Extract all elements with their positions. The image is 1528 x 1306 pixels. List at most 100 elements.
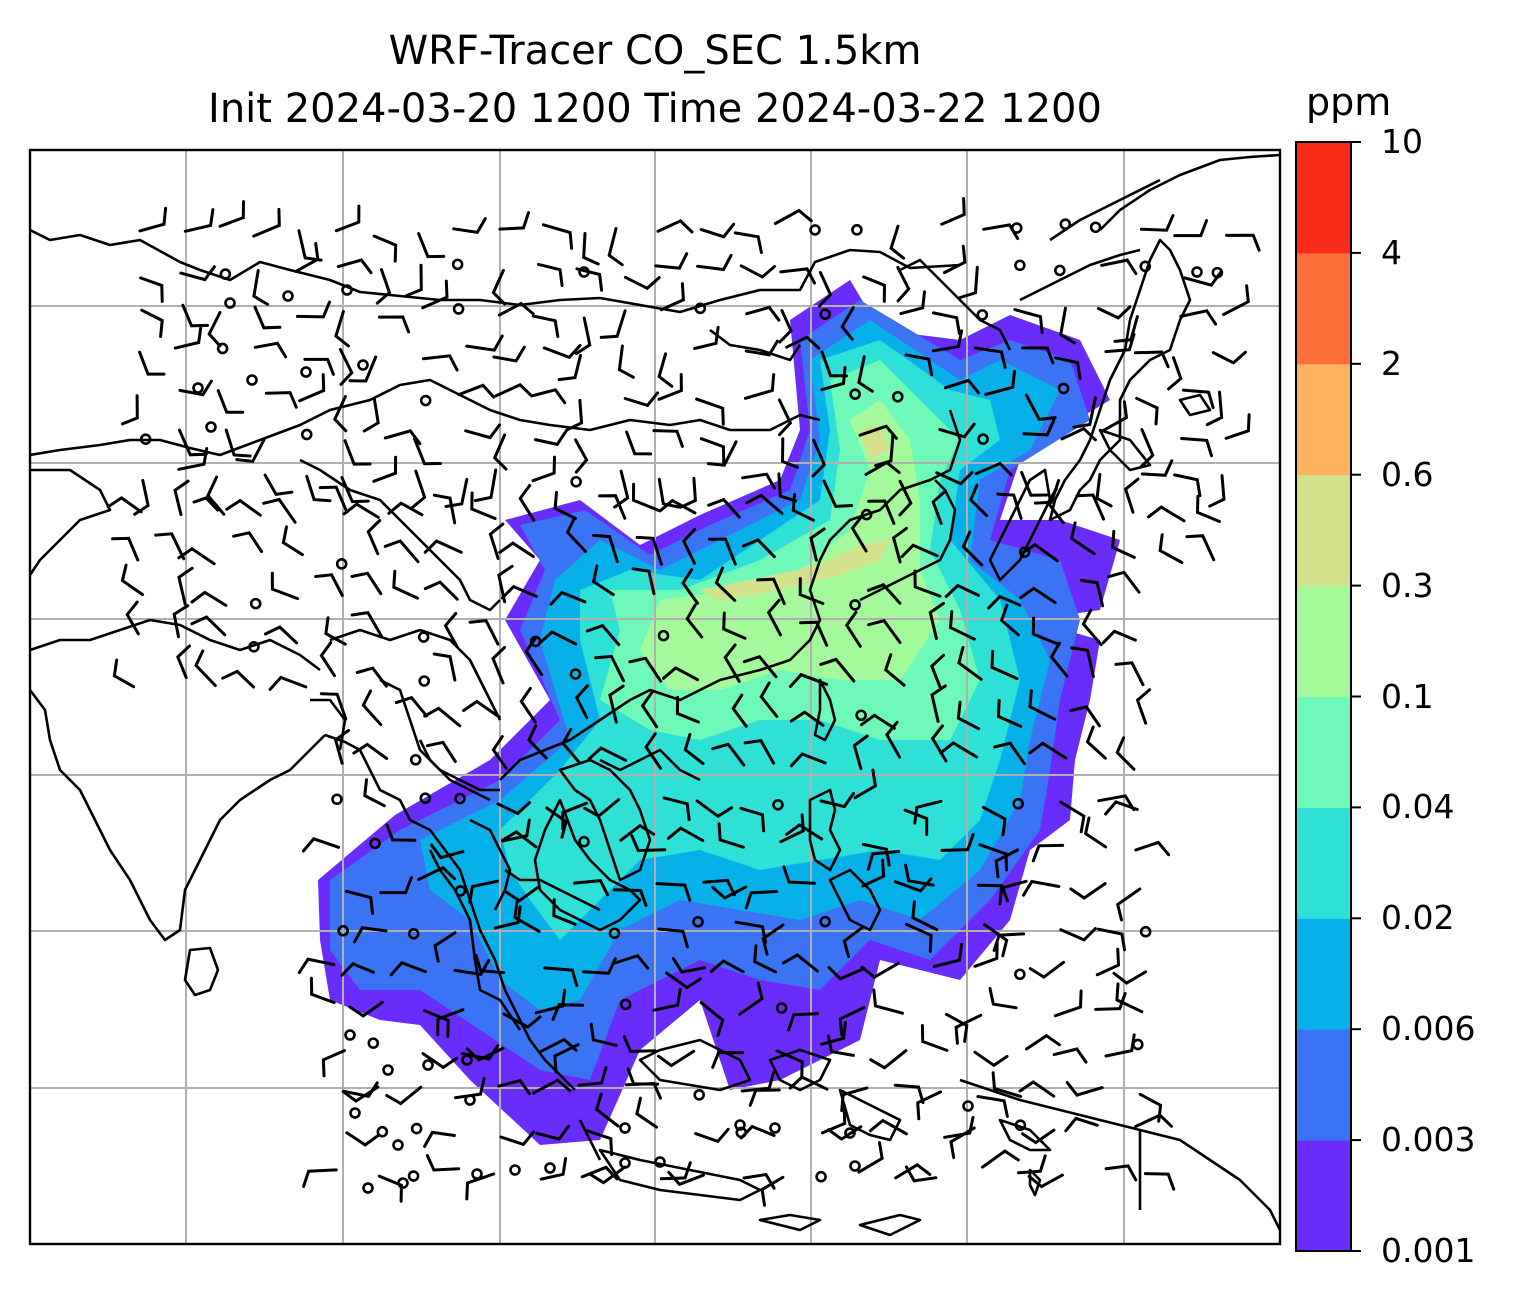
wind-barb [659, 1161, 692, 1181]
wind-barb [225, 498, 262, 517]
wind-barb [685, 603, 704, 639]
wind-barb [943, 378, 980, 395]
calm-wind-circle [608, 927, 621, 940]
wind-barb [468, 619, 500, 646]
wind-barb [913, 799, 943, 825]
wind-barb [942, 244, 967, 275]
wind-barb [931, 311, 961, 335]
wind-barb [532, 1078, 572, 1095]
wind-barb [1065, 1081, 1104, 1097]
wind-barb [874, 433, 895, 467]
wind-barb [840, 1086, 869, 1113]
wind-barb [1183, 270, 1223, 287]
wind-barb [1123, 477, 1140, 514]
wind-barb [667, 1170, 705, 1187]
calm-wind-circle [734, 1119, 746, 1131]
wind-barb [535, 1124, 570, 1141]
wind-barb [693, 325, 720, 350]
wind-barb [1096, 305, 1132, 320]
wind-barb [582, 232, 600, 266]
calm-wind-circle [205, 421, 217, 433]
wind-barb [973, 346, 1007, 369]
colorbar-segment [1296, 474, 1351, 587]
colorbar-segment [1296, 363, 1351, 476]
calm-wind-circle [392, 1139, 404, 1151]
wind-barb [607, 227, 624, 267]
wind-barb [498, 541, 535, 558]
wind-barb [457, 383, 496, 399]
wind-barb [709, 959, 745, 974]
calm-wind-circle [860, 508, 873, 521]
calm-wind-circle [735, 1126, 748, 1139]
wind-barb [694, 1127, 730, 1144]
wind-barb [644, 732, 662, 770]
wind-barb [572, 879, 610, 897]
wind-barb [1133, 350, 1170, 369]
wind-barb [594, 1092, 620, 1128]
colorbar-unit-label: ppm [1306, 80, 1392, 124]
wind-barb [425, 740, 457, 763]
wind-barb [903, 808, 929, 836]
wind-barb [862, 275, 887, 303]
wind-barb [235, 437, 266, 464]
wind-barb [612, 888, 648, 907]
wind-barb [859, 713, 896, 730]
calm-wind-circle [417, 631, 430, 643]
wind-barb [893, 1083, 925, 1104]
wind-barb [405, 263, 423, 298]
wind-barb [179, 265, 216, 282]
wind-barb [1013, 308, 1044, 335]
wind-barb [631, 482, 660, 512]
wind-barb [1095, 947, 1121, 977]
wind-barb [557, 354, 582, 382]
wind-barb [1020, 470, 1049, 497]
calm-wind-circle [422, 1059, 434, 1071]
calm-wind-circle [454, 792, 466, 805]
wind-barb [789, 752, 827, 768]
wind-barb [425, 1154, 461, 1172]
colorbar-segment [1296, 585, 1351, 697]
wind-barb [1134, 840, 1171, 857]
wind-barb [1020, 542, 1059, 563]
calm-wind-circle [1139, 925, 1152, 938]
wind-barb [827, 966, 866, 981]
wind-barb [987, 594, 1022, 610]
wind-barb [675, 696, 700, 724]
wind-barb [574, 316, 592, 356]
wind-barb [1016, 1154, 1047, 1175]
wind-barb [1069, 521, 1096, 556]
wind-barb [1028, 960, 1065, 979]
calm-wind-circle [819, 308, 831, 320]
wind-barb [1022, 418, 1056, 437]
wind-barb [561, 801, 589, 831]
wind-barbs [106, 197, 1261, 1207]
wind-barb [787, 1012, 819, 1032]
wind-barb [867, 618, 902, 644]
wind-barb [494, 383, 534, 398]
wind-barb [527, 724, 548, 760]
wind-barb [488, 522, 505, 560]
wind-barb [738, 981, 764, 1016]
wind-barb [717, 822, 745, 849]
wind-barb [739, 264, 776, 279]
wind-barb [861, 842, 891, 867]
wind-barb [319, 692, 348, 721]
wind-barb [623, 275, 661, 291]
wind-barb [799, 620, 829, 647]
colorbar-tick-label: 0.6 [1381, 454, 1434, 494]
calm-wind-circle [341, 284, 353, 296]
wind-barb [1101, 629, 1137, 645]
calm-wind-circle [654, 1156, 666, 1168]
wind-barb [957, 646, 983, 681]
colorbar-tick-label: 0.02 [1381, 898, 1455, 938]
wind-barb [731, 693, 748, 728]
wind-barb [699, 437, 726, 465]
wind-barb [545, 806, 568, 839]
wind-barb [423, 706, 462, 728]
calm-wind-circle [849, 388, 861, 400]
wind-barb [681, 568, 699, 605]
calm-wind-circle [849, 599, 861, 611]
wind-barb [218, 200, 245, 228]
calm-wind-circle [282, 290, 294, 302]
wind-barb [177, 447, 209, 471]
